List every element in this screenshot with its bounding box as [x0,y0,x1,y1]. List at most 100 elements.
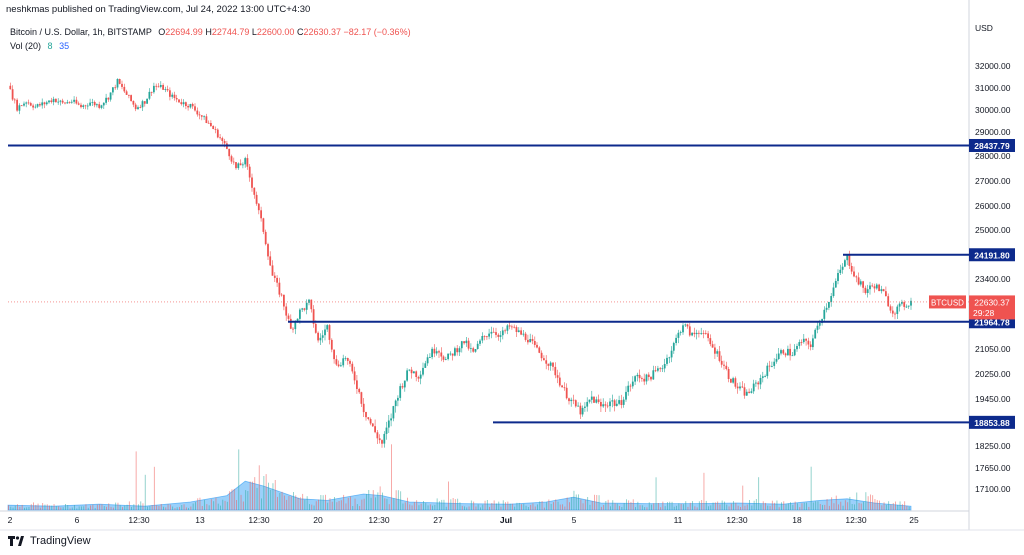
candle-body [100,105,103,108]
candle-body [600,402,602,407]
volume-bar [39,507,41,510]
candle-body [353,371,356,381]
volume-bar [62,507,64,510]
currency-label: USD [975,23,993,33]
volume-bar [587,497,589,510]
open-label: O [158,27,166,37]
x-tick-label: 12:30 [368,515,390,525]
volume-bar [904,501,906,510]
volume-bar [797,503,798,510]
volume-bar [635,507,636,510]
candle-body [903,302,906,307]
candle-body [221,138,224,141]
volume-bar [201,506,203,510]
volume-bar [222,499,224,510]
candle-body [75,99,78,104]
candle-body [615,403,618,406]
candle-body [150,91,153,93]
volume-bar [792,504,794,510]
candle-body [294,321,297,330]
candle-body [606,405,609,407]
volume-bar [140,501,142,510]
volume-bar [429,504,431,510]
volume-bar [888,501,890,510]
candle-body [866,289,869,293]
volume-bar [502,500,504,510]
volume-bar [12,507,14,510]
volume-bar [404,502,406,510]
volume-bar [808,506,810,510]
candle-body [89,102,91,106]
volume-bar [384,498,386,510]
volume-bar [879,500,880,510]
volume-bar [441,499,443,510]
candle-body [198,114,201,116]
volume-bar [151,505,153,510]
candle-body [232,161,235,163]
volume-bar [320,495,322,510]
candle-body [873,286,876,289]
candle-body [479,340,481,344]
candle-body [764,376,766,377]
volume-bar [863,501,864,510]
volume-bar [735,502,737,510]
candle-body [672,343,675,351]
candle-body [371,423,374,427]
candle-body [173,94,176,98]
candle-body [273,275,276,278]
candle-body [609,401,611,407]
volume-bar [354,498,356,510]
candle-body [677,332,680,338]
candle-body [328,325,331,340]
candle-body [707,333,709,339]
y-tick-label: 25000.00 [975,225,1011,235]
volume-bar [350,496,351,510]
candle-body [727,369,730,379]
volume-bar [110,506,112,510]
volume-bar [347,497,349,510]
volume-bar [338,501,340,510]
candle-body [9,85,12,90]
volume-bar [67,505,69,510]
candle-body [709,338,712,345]
volume-bar [167,504,169,510]
candle-body [444,359,447,360]
volume-bar [322,495,324,510]
volume-bar [854,504,855,510]
volume-bar [582,503,584,510]
candle-body [80,104,82,108]
volume-bar [65,504,66,510]
candle-body [55,98,57,103]
candle-body [777,353,780,359]
volume-bar [363,498,365,510]
symbol-tag [929,295,966,309]
volume-bar [683,504,684,510]
volume-bar [443,499,445,510]
x-tick-label: 6 [75,515,80,525]
candle-body [449,353,452,355]
candle-body [486,336,488,338]
volume-bar [817,501,819,510]
candle-body [337,364,340,367]
volume-bar [527,507,529,510]
volume-bar [210,499,212,510]
symbol-tag-label: BTCUSD [931,298,964,307]
volume-bar [787,503,789,510]
candle-body [750,391,753,393]
volume-bar [610,506,611,510]
candle-body [91,102,94,103]
candle-body [627,385,630,392]
volume-bar [641,505,643,510]
volume-bar [119,505,121,510]
candle-body [394,400,397,407]
footer-brand[interactable]: TradingView [8,535,91,547]
candle-body [643,378,646,382]
volume-bar [115,502,117,510]
candle-body [470,348,472,349]
volume-bar [835,495,837,510]
volume-bar [231,489,233,510]
candle-body [107,97,110,100]
volume-bar [719,504,721,510]
volume-bar [343,494,345,510]
